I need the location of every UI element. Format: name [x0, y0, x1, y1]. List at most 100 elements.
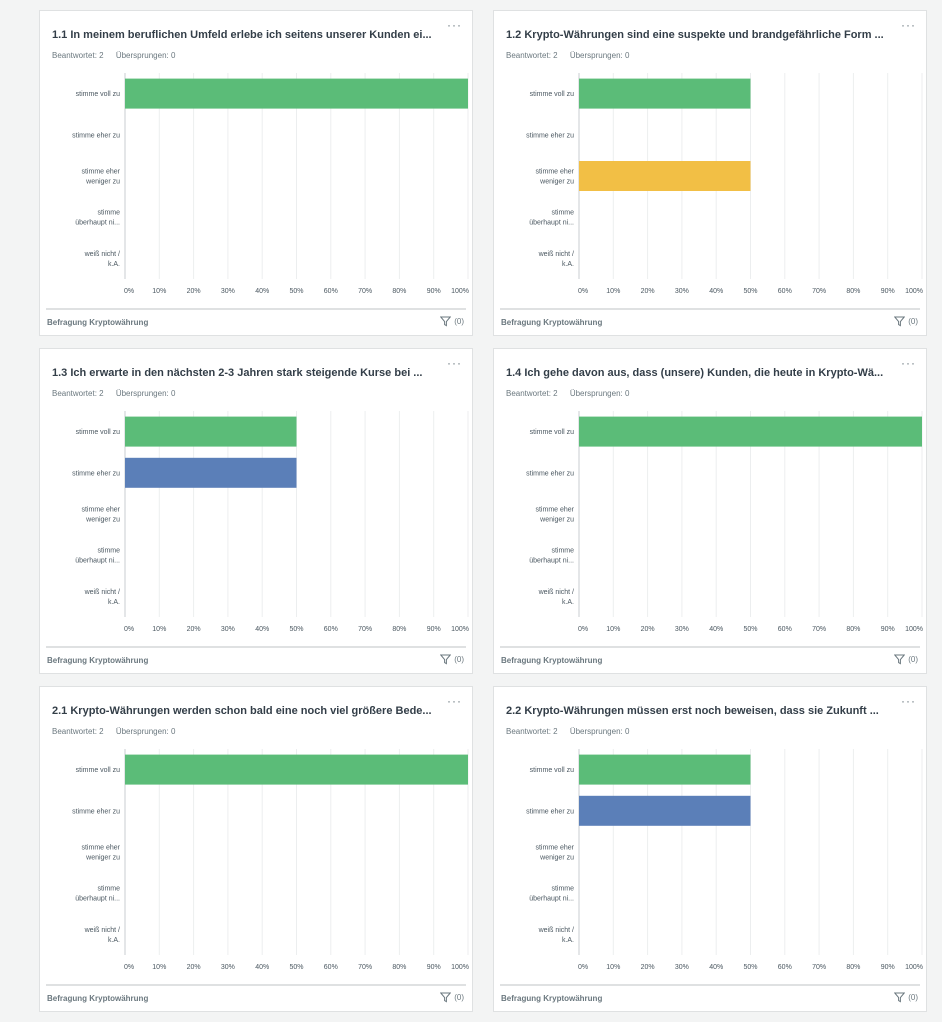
response-stats: Beantwortet: 2 Übersprungen: 0 — [52, 389, 185, 398]
category-label: stimme eher zu — [72, 470, 120, 477]
category-label: stimme — [97, 210, 120, 217]
skipped-count: Übersprungen: 0 — [115, 727, 176, 736]
tick-label: 10% — [152, 964, 166, 971]
filter-icon — [894, 654, 906, 665]
tick-label: 90% — [427, 288, 441, 295]
category-label: stimme voll zu — [76, 91, 120, 98]
category-label: stimme — [97, 548, 120, 555]
category-label: überhaupt ni... — [75, 558, 120, 565]
tick-label: 70% — [358, 626, 372, 633]
filter-count: (0) — [908, 655, 918, 664]
tick-label: 80% — [846, 626, 860, 633]
category-label: stimme voll zu — [76, 767, 120, 774]
category-label: stimme voll zu — [530, 767, 574, 774]
response-stats: Beantwortet: 2 Übersprungen: 0 — [506, 727, 639, 736]
more-options-icon[interactable]: ··· — [447, 356, 462, 370]
bar — [125, 754, 468, 785]
filter-icon — [894, 316, 906, 327]
tick-label: 70% — [812, 288, 826, 295]
category-label: stimme eher zu — [526, 132, 574, 139]
answered-count: Beantwortet: 2 — [52, 389, 104, 398]
tick-label: 0% — [578, 964, 588, 971]
tick-label: 10% — [152, 626, 166, 633]
skipped-count: Übersprungen: 0 — [569, 389, 630, 398]
category-label: weniger zu — [85, 855, 120, 862]
category-label: stimme eher — [535, 169, 574, 176]
filter-button[interactable]: (0) — [894, 654, 918, 665]
question-card-1-4: 1.4 Ich gehe davon aus, dass (unsere) Ku… — [493, 348, 927, 674]
response-stats: Beantwortet: 2 Übersprungen: 0 — [506, 51, 639, 60]
category-label: k.A. — [108, 937, 120, 944]
tick-label: 90% — [427, 964, 441, 971]
category-label: stimme voll zu — [530, 429, 574, 436]
category-label: weiß nicht / — [538, 589, 574, 596]
category-label: weiß nicht / — [538, 927, 574, 934]
tick-label: 70% — [358, 288, 372, 295]
bar-chart: stimme voll zu stimme eher zu stimme eher w… — [72, 73, 469, 295]
answered-count: Beantwortet: 2 — [506, 51, 558, 60]
survey-name: Befragung Kryptowährung — [47, 994, 149, 1003]
question-card-1-2: 1.2 Krypto-Währungen sind eine suspekte … — [493, 10, 927, 336]
answered-count: Beantwortet: 2 — [52, 727, 104, 736]
skipped-count: Übersprungen: 0 — [569, 727, 630, 736]
bar-chart: stimme voll zu stimme eher zu stimme eher w… — [72, 749, 469, 971]
tick-label: 30% — [675, 288, 689, 295]
bar — [579, 78, 751, 109]
filter-icon — [894, 992, 906, 1003]
more-options-icon[interactable]: ··· — [447, 18, 462, 32]
tick-label: 80% — [392, 626, 406, 633]
filter-icon — [440, 316, 452, 327]
tick-label: 0% — [578, 626, 588, 633]
bar-chart: stimme voll zu stimme eher zu stimme eher w… — [72, 411, 469, 633]
category-label: überhaupt ni... — [529, 558, 574, 565]
bar — [125, 457, 297, 488]
filter-button[interactable]: (0) — [440, 654, 464, 665]
tick-label: 50% — [289, 626, 303, 633]
filter-button[interactable]: (0) — [894, 992, 918, 1003]
tick-label: 50% — [289, 288, 303, 295]
tick-label: 20% — [187, 288, 201, 295]
more-options-icon[interactable]: ··· — [901, 356, 916, 370]
more-options-icon[interactable]: ··· — [901, 694, 916, 708]
filter-count: (0) — [454, 655, 464, 664]
category-label: stimme voll zu — [530, 91, 574, 98]
survey-name: Befragung Kryptowährung — [501, 656, 603, 665]
tick-label: 30% — [221, 626, 235, 633]
tick-label: 90% — [881, 964, 895, 971]
tick-label: 20% — [641, 288, 655, 295]
more-options-icon[interactable]: ··· — [901, 18, 916, 32]
tick-label: 50% — [289, 964, 303, 971]
category-label: weiß nicht / — [84, 251, 120, 258]
tick-label: 20% — [641, 964, 655, 971]
filter-button[interactable]: (0) — [440, 992, 464, 1003]
category-label: stimme — [97, 886, 120, 893]
more-options-icon[interactable]: ··· — [447, 694, 462, 708]
bar — [579, 161, 751, 191]
tick-label: 10% — [606, 626, 620, 633]
tick-label: 100% — [905, 964, 923, 971]
bar-chart: stimme voll zu stimme eher zu stimme eher w… — [526, 73, 923, 295]
category-label: überhaupt ni... — [529, 220, 574, 227]
category-label: weiß nicht / — [84, 589, 120, 596]
bar — [579, 416, 922, 447]
survey-name: Befragung Kryptowährung — [501, 318, 603, 327]
category-label: k.A. — [108, 599, 120, 606]
tick-label: 30% — [221, 288, 235, 295]
tick-label: 30% — [675, 626, 689, 633]
category-label: überhaupt ni... — [75, 220, 120, 227]
category-label: stimme eher zu — [526, 808, 574, 815]
divider — [500, 308, 920, 310]
tick-label: 100% — [451, 626, 469, 633]
category-label: stimme eher zu — [72, 132, 120, 139]
category-label: weiß nicht / — [84, 927, 120, 934]
skipped-count: Übersprungen: 0 — [115, 389, 176, 398]
tick-label: 90% — [881, 626, 895, 633]
filter-icon — [440, 654, 452, 665]
filter-button[interactable]: (0) — [440, 316, 464, 327]
category-label: k.A. — [562, 599, 574, 606]
bar — [579, 754, 751, 785]
category-label: weniger zu — [539, 517, 574, 524]
category-label: stimme eher — [81, 169, 120, 176]
tick-label: 60% — [324, 288, 338, 295]
filter-button[interactable]: (0) — [894, 316, 918, 327]
